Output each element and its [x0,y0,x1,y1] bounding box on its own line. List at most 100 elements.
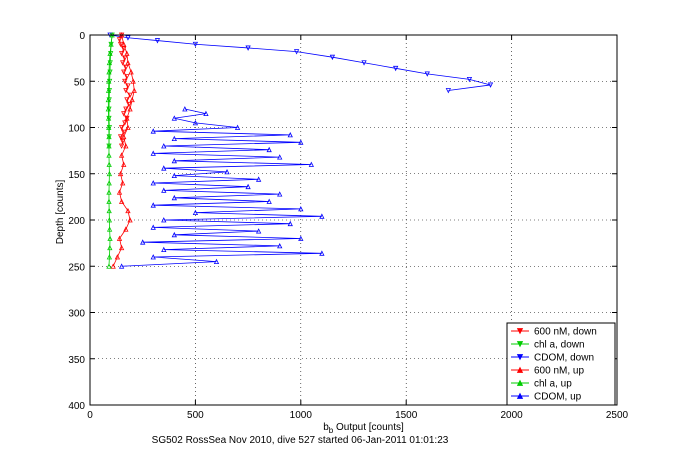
data-point [118,51,125,57]
data-point [121,133,127,140]
x-axis-label-subscript: b [329,426,334,435]
data-point [182,106,188,112]
legend-label: chl a, down [534,340,585,351]
legend-swatch-marker [516,354,524,361]
data-point [150,254,156,260]
legend-swatch-marker [516,341,524,348]
data-point [105,106,111,112]
data-point [116,235,123,241]
data-point [120,60,126,66]
data-point [118,263,125,269]
data-point [121,161,127,167]
data-point [106,152,112,158]
data-point [106,198,112,204]
data-point [122,120,128,126]
legend-label: chl a, up [534,379,572,390]
data-point [161,217,167,223]
data-point [140,239,146,245]
data-point [150,180,156,186]
data-point [255,176,262,182]
legend-swatch-marker [516,366,524,373]
data-point [192,209,199,215]
data-point [125,59,131,66]
data-point [116,37,123,43]
data-point [123,226,129,232]
legend-label: 600 nM, up [534,366,584,377]
data-point [161,143,167,149]
x-tick-label: 2000 [500,410,523,421]
data-point [277,243,283,249]
data-point [106,78,112,84]
data-point [125,124,131,130]
data-point [154,38,161,44]
x-axis-label-main: b [323,422,329,433]
series-600-nm-down [116,32,133,149]
y-tick-label: 400 [68,401,85,412]
data-point [171,157,177,164]
series-line [112,34,135,267]
data-point [107,244,113,251]
series-cdom-down [107,32,494,94]
data-point [298,139,304,145]
data-point [117,170,124,177]
data-point [266,146,272,153]
data-point [121,46,127,52]
legend-label: CDOM, down [534,353,594,364]
data-point [117,134,124,140]
data-point [277,191,283,197]
data-point [287,220,293,227]
y-tick-label: 150 [68,170,85,181]
data-point [106,217,113,223]
data-point [255,228,262,234]
data-point [131,87,137,93]
data-point [128,69,134,75]
data-point [118,143,125,149]
data-point [171,194,177,201]
data-point [110,263,116,269]
data-point [106,226,113,232]
data-point [293,49,300,55]
data-point [445,88,452,94]
y-tick-label: 0 [79,31,85,42]
legend-box [506,322,616,406]
data-point [124,115,130,121]
data-point [424,71,430,77]
data-point [118,125,125,131]
data-point [106,69,112,75]
data-point [487,82,494,88]
x-tick-label: 2500 [606,410,629,421]
series-line [121,108,322,267]
x-axis-label: bb Output [counts] [323,422,404,435]
data-point [122,78,128,85]
legend-label: 600 nM, down [534,327,597,338]
data-point [106,161,112,167]
y-axis-label: Depth [counts] [55,180,66,245]
data-point [107,235,113,241]
data-point [118,152,125,158]
series-line [119,34,131,147]
legend-swatch-marker [516,379,524,386]
data-point [124,50,130,56]
data-point [124,97,130,103]
data-point [127,217,133,223]
legend: 600 nM, down chl a, down CDOM, down 600 nM,… [506,322,616,406]
data-point [118,244,125,251]
data-point [213,258,220,265]
data-point [107,50,113,56]
data-point [123,88,129,94]
data-point [130,78,136,84]
data-point [105,87,112,93]
data-point [106,59,113,66]
data-point [116,189,123,195]
data-point [106,254,113,260]
x-tick-label: 1500 [395,410,418,421]
data-point [203,110,209,117]
data-point [122,55,128,62]
data-point [120,138,126,145]
data-point [298,206,304,212]
data-point [266,198,272,204]
data-point [234,124,241,130]
data-point [329,54,336,61]
data-point [192,119,199,126]
data-point [125,207,131,214]
